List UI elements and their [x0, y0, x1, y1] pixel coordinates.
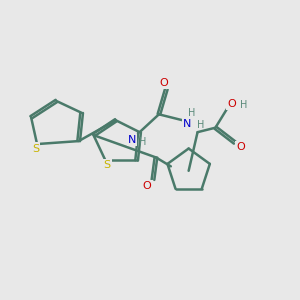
Text: O: O: [227, 99, 236, 109]
Text: O: O: [143, 181, 152, 191]
Text: O: O: [159, 78, 168, 88]
Text: H: H: [197, 120, 205, 130]
Text: O: O: [236, 142, 245, 152]
Text: S: S: [32, 143, 39, 154]
Text: N: N: [183, 119, 191, 129]
Text: H: H: [188, 108, 195, 118]
Text: H: H: [240, 100, 247, 110]
Text: N: N: [128, 135, 136, 145]
Text: H: H: [139, 137, 146, 147]
Text: S: S: [103, 160, 110, 170]
